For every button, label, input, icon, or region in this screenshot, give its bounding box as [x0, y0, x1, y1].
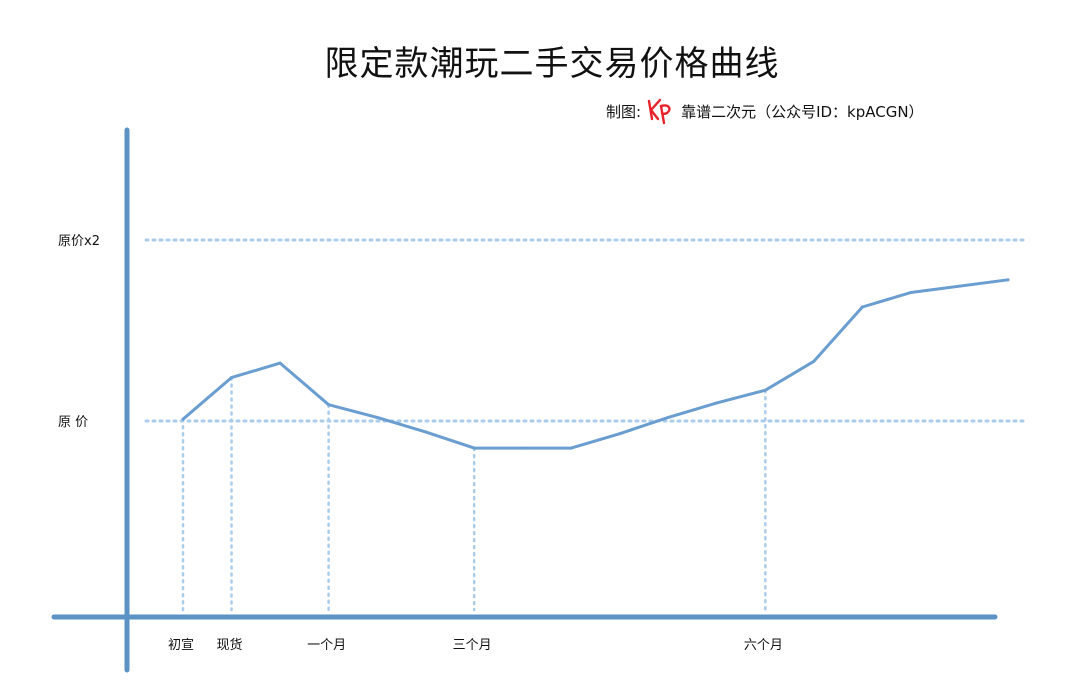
- kp-logo-icon: [647, 98, 671, 125]
- chart-credit: 制图: 靠谱二次元（公众号ID：kpACGN）: [606, 96, 924, 126]
- price-point-8: [521, 446, 525, 450]
- chart-axes: [51, 127, 998, 673]
- credit-text: 靠谱二次元（公众号ID：kpACGN）: [681, 102, 924, 121]
- price-point-10: [618, 432, 622, 436]
- credit-prefix: 制图:: [606, 102, 642, 121]
- guide-lines: [144, 238, 1028, 612]
- x-tick-label-5: 六个月: [744, 638, 783, 653]
- price-point-15: [860, 305, 864, 309]
- x-tick-labels: 初宣 现货 一个月 三个月 六个月: [168, 637, 783, 653]
- price-point-5: [375, 415, 379, 419]
- price-point-12: [715, 401, 719, 405]
- y-tick-labels: 原价x2 原 价: [58, 234, 100, 430]
- price-point-4: [327, 403, 331, 407]
- price-point-16: [909, 290, 913, 294]
- y-tick-label-2: 原 价: [58, 415, 88, 430]
- chart-title: 限定款潮玩二手交易价格曲线: [324, 44, 780, 84]
- price-point-2: [230, 376, 234, 380]
- price-curve-line: [181, 278, 1010, 450]
- price-point-7: [472, 446, 476, 450]
- price-point-11: [666, 415, 670, 419]
- price-point-1: [181, 417, 185, 421]
- series-layer: [181, 278, 1010, 450]
- x-tick-label-3: 一个月: [307, 638, 346, 653]
- y-tick-label-1: 原价x2: [58, 234, 100, 249]
- price-point-13: [763, 388, 767, 392]
- price-point-6: [424, 430, 428, 434]
- x-tick-label-1: 初宣: [168, 637, 194, 653]
- price-point-9: [569, 446, 573, 450]
- x-tick-label-2: 现货: [217, 637, 243, 653]
- price-point-14: [812, 359, 816, 363]
- price-point-17: [1006, 278, 1010, 282]
- price-point-3: [278, 361, 282, 365]
- x-tick-label-4: 三个月: [453, 638, 492, 653]
